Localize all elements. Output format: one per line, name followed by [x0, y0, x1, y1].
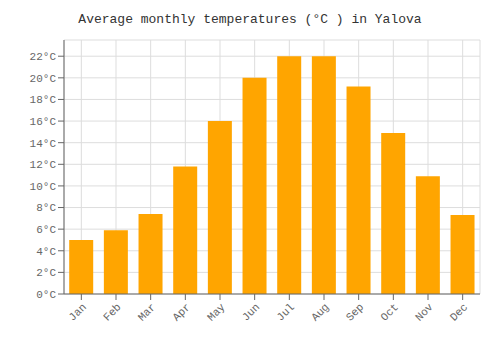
- svg-text:Sep: Sep: [344, 301, 366, 323]
- svg-text:Jul: Jul: [274, 301, 296, 323]
- svg-text:12°C: 12°C: [30, 159, 57, 171]
- svg-text:Apr: Apr: [170, 301, 192, 323]
- svg-text:0°C: 0°C: [36, 289, 56, 301]
- svg-text:6°C: 6°C: [36, 224, 56, 236]
- svg-text:16°C: 16°C: [30, 116, 57, 128]
- svg-text:Aug: Aug: [309, 301, 331, 323]
- svg-text:Jun: Jun: [240, 301, 262, 323]
- svg-text:4°C: 4°C: [36, 246, 56, 258]
- svg-text:Jan: Jan: [66, 301, 88, 323]
- svg-text:22°C: 22°C: [30, 51, 57, 63]
- svg-text:Mar: Mar: [136, 301, 158, 323]
- svg-text:8°C: 8°C: [36, 202, 56, 214]
- svg-text:Feb: Feb: [101, 301, 123, 323]
- svg-text:20°C: 20°C: [30, 73, 57, 85]
- svg-text:18°C: 18°C: [30, 94, 57, 106]
- svg-text:Nov: Nov: [413, 301, 436, 324]
- svg-text:2°C: 2°C: [36, 267, 56, 279]
- html-text:Average monthly temperatures (: Average monthly temperatures (°C ) in Ya…: [78, 12, 422, 27]
- svg-text:14°C: 14°C: [30, 138, 57, 150]
- svg-text:Oct: Oct: [378, 301, 400, 323]
- svg-text:Dec: Dec: [448, 301, 470, 323]
- svg-text:May: May: [205, 301, 228, 324]
- svg-text:10°C: 10°C: [30, 181, 57, 193]
